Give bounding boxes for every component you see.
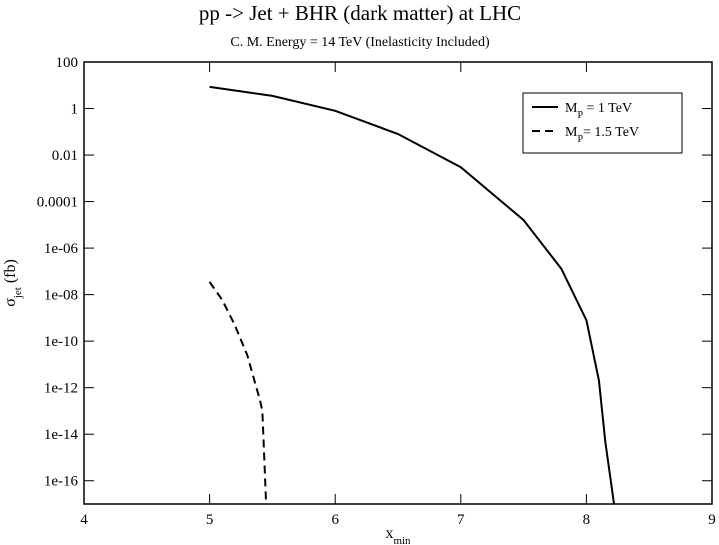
x-tick-label: 4: [80, 512, 88, 528]
x-tick-label: 5: [206, 512, 214, 528]
y-axis-label: σjet (fb): [2, 259, 24, 307]
x-tick-label: 8: [583, 512, 591, 528]
y-tick-label: 0.0001: [37, 195, 78, 211]
legend-box: [522, 92, 683, 154]
x-tick-label: 7: [457, 512, 465, 528]
label-sub: min: [393, 535, 411, 545]
plot-area: [208, 85, 616, 504]
label-part: x: [385, 525, 393, 542]
y-tick-label: 1e-06: [44, 241, 79, 257]
y-tick-label: 0.01: [52, 148, 78, 164]
label-part: σ: [2, 298, 19, 307]
legend-label: MP= 1.5 TeV: [565, 125, 639, 145]
y-tick-label: 1: [71, 102, 79, 118]
y-tick-label: 1e-08: [44, 288, 78, 304]
x-tick-label: 9: [708, 512, 716, 528]
y-tick-label: 100: [56, 55, 79, 71]
y-tick-label: 1e-12: [44, 381, 78, 397]
y-tick-label: 1e-14: [44, 427, 79, 443]
x-axis-label: xmin: [385, 525, 411, 545]
x-tick-label: 6: [331, 512, 339, 528]
plot-frame: [83, 61, 713, 505]
chart-subtitle: C. M. Energy = 14 TeV (Inelasticity Incl…: [230, 35, 490, 50]
series-line: [209, 85, 616, 504]
chart-title: pp -> Jet + BHR (dark matter) at LHC: [199, 1, 521, 25]
y-tick-label: 1e-16: [44, 474, 79, 490]
label-sub: jet: [12, 287, 24, 299]
label-part: (fb): [2, 259, 19, 287]
series-line: [208, 281, 268, 504]
y-tick-label: 1e-10: [44, 334, 78, 350]
